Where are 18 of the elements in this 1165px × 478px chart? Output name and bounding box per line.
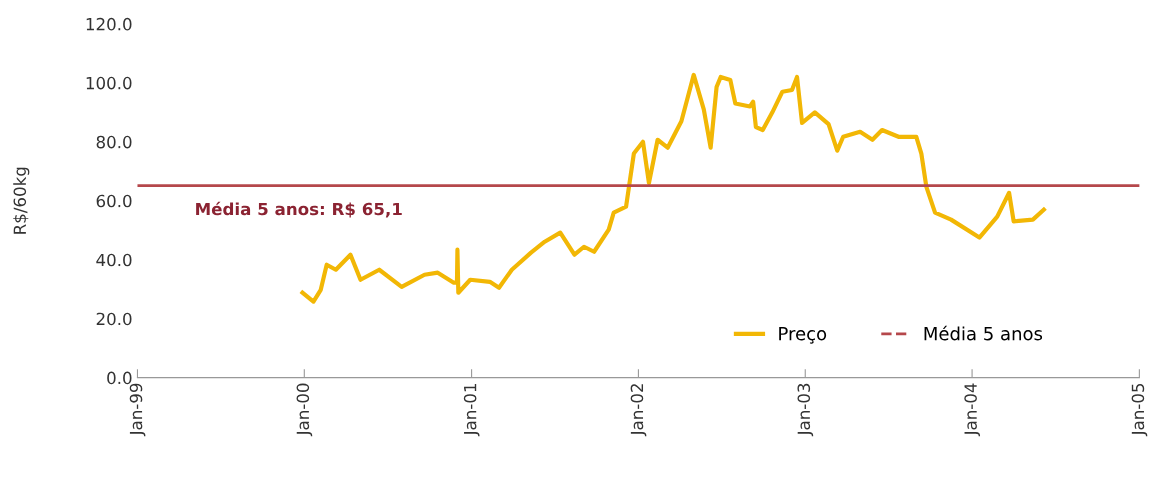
y-tick-label: 60.0 bbox=[96, 194, 132, 208]
y-axis-title: R$/60kg bbox=[13, 167, 30, 234]
x-tick-label: Jan-01 bbox=[463, 384, 480, 437]
y-tick-label: 20.0 bbox=[96, 312, 132, 326]
y-tick-label: 40.0 bbox=[96, 253, 132, 267]
x-tick-label: Jan-04 bbox=[964, 383, 981, 437]
x-tick-label: Jan-00 bbox=[296, 383, 313, 437]
x-tick-label: Jan-05 bbox=[1131, 383, 1148, 437]
y-tick-label: 120.0 bbox=[86, 17, 132, 31]
legend-label: Preço bbox=[779, 326, 827, 344]
x-tick-label: Jan-99 bbox=[129, 383, 146, 437]
y-tick-label: 0.0 bbox=[107, 371, 132, 385]
annotation: Média 5 anos: R$ 65,1 bbox=[196, 201, 402, 218]
legend-label: Média 5 anos bbox=[924, 325, 1043, 341]
y-tick-label: 100.0 bbox=[86, 76, 132, 90]
x-tick-label: Jan-02 bbox=[630, 384, 647, 437]
x-tick-label: Jan-03 bbox=[797, 383, 814, 437]
y-tick-label: 80.0 bbox=[96, 135, 132, 149]
